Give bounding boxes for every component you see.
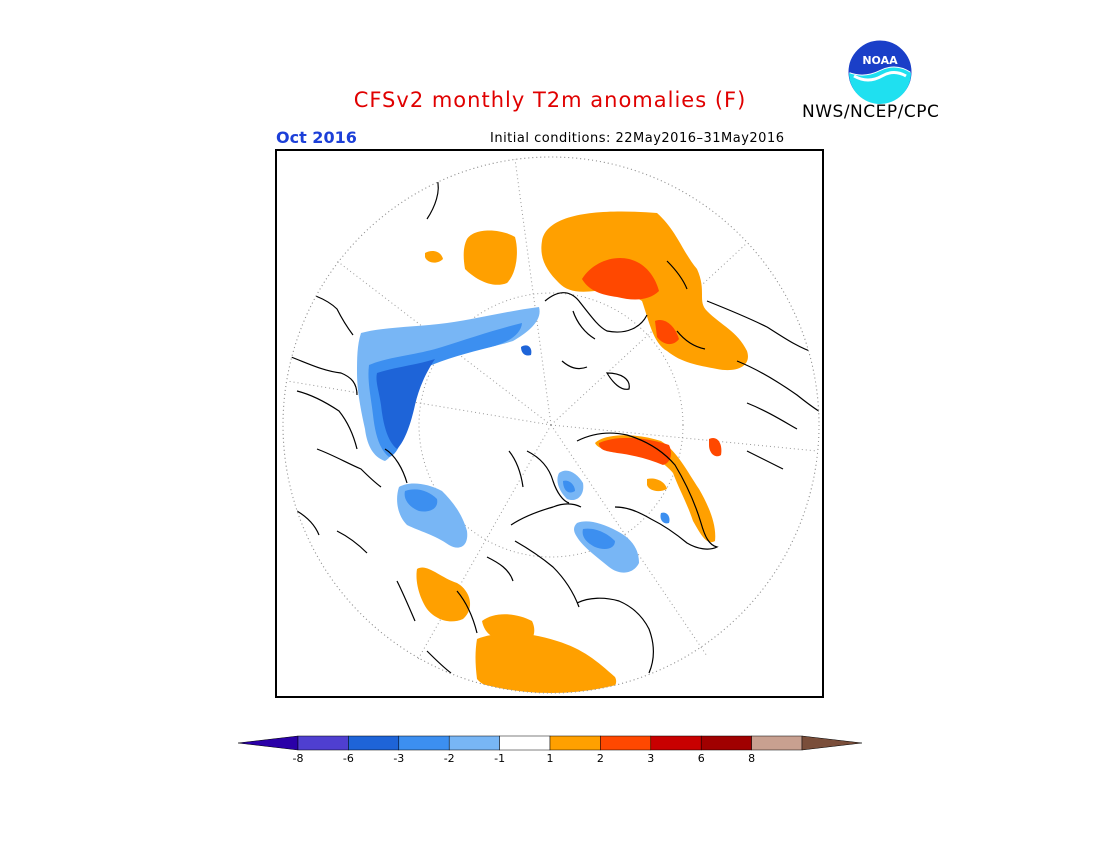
usa-warm-region (475, 633, 617, 693)
colorbar-tick-label: -8 (293, 752, 304, 765)
warm-anomalies (416, 211, 748, 693)
siberia-warm-core (582, 257, 659, 300)
colorbar-segment (499, 735, 551, 751)
colorbar-segment (751, 735, 803, 751)
colorbar-tick-label: -1 (494, 752, 505, 765)
europe-cold-core (376, 359, 435, 449)
colorbar-tick-label: 6 (698, 752, 705, 765)
barents-cold-spot (521, 345, 532, 356)
atlantic-warm-region (416, 567, 471, 622)
colorbar-tick-label: -3 (393, 752, 404, 765)
pacific-warm-spot (709, 437, 722, 457)
kazakhstan-warm-spot (655, 320, 679, 345)
cold-anomalies (357, 307, 670, 573)
noaa-logo: NOAA (848, 40, 912, 104)
coastlines (286, 178, 819, 674)
colorbar-legend: -8 -6 -3 -2 -1 1 2 3 6 8 (237, 732, 863, 772)
agency-label: NWS/NCEP/CPC (802, 102, 940, 122)
scandinavia-warm-region (463, 230, 517, 285)
colorbar-tick-label: 3 (647, 752, 654, 765)
forecast-period: Oct 2016 (276, 128, 357, 147)
polar-map (275, 149, 824, 698)
arctic-archipelago-cold-core (563, 480, 575, 493)
greenland-cold-core (404, 489, 438, 512)
mexico-warm-region (482, 614, 535, 646)
colorbar-tick-label: -2 (444, 752, 455, 765)
initial-conditions: Initial conditions: 22May2016–31May2016 (490, 131, 785, 146)
alaska-warm-core (599, 437, 671, 465)
colorbar-segment (549, 735, 601, 751)
colorbar-segment (448, 735, 500, 751)
colorbar-tick-label: 2 (597, 752, 604, 765)
colorbar-low-arrow (237, 735, 299, 751)
colorbar-tick-label: 8 (748, 752, 755, 765)
hudson-warm-spot (647, 478, 667, 492)
map-title: CFSv2 monthly T2m anomalies (F) (353, 88, 747, 112)
colorbar-segment (297, 735, 349, 751)
logo-text: NOAA (862, 54, 898, 67)
colorbar-segment (398, 735, 450, 751)
colorbar-tick-label: 1 (547, 752, 554, 765)
colorbar-segment (700, 735, 752, 751)
colorbar-segment (348, 735, 400, 751)
alaska-cold-spot (660, 512, 670, 524)
colorbar-tick-label: -6 (343, 752, 354, 765)
colorbar-segment (650, 735, 702, 751)
europe-small-warm (425, 251, 443, 263)
europe-cold-mid (368, 323, 522, 457)
colorbar-segment (600, 735, 652, 751)
canada-cold-core (582, 528, 615, 549)
colorbar-high-arrow (801, 735, 863, 751)
